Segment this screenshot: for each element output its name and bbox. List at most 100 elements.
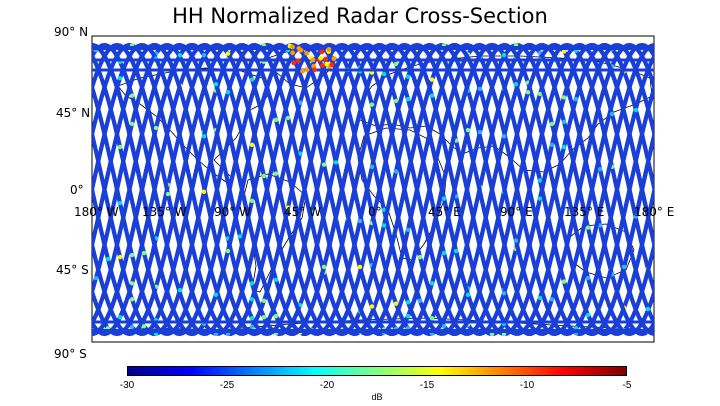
colorbar-tick: -15 [419,380,435,391]
backscatter-sample [225,51,231,56]
backscatter-sample [465,127,471,133]
backscatter-sample [105,256,111,262]
backscatter-sample [381,207,387,213]
backscatter-sample [273,171,279,176]
lon-label-180w: 180° W [74,205,119,219]
backscatter-sample [333,160,339,165]
coast-africa [357,127,447,261]
backscatter-sample [70,64,74,68]
backscatter-sample [177,52,183,58]
backscatter-sample [70,45,74,49]
colorbar-tick: -20 [319,380,335,391]
backscatter-sample [441,196,447,201]
backscatter-sample [525,90,531,95]
backscatter-sample [201,134,207,139]
backscatter-sample [320,63,325,68]
backscatter-sample [645,306,651,312]
backscatter-sample [290,44,295,50]
backscatter-sample [249,316,255,321]
backscatter-sample [537,91,543,97]
backscatter-sample [310,57,316,63]
backscatter-sample [237,234,243,239]
backscatter-sample [501,52,507,58]
backscatter-sample [285,115,291,121]
lon-label-45e: 45° E [428,205,461,219]
backscatter-sample [117,75,123,81]
backscatter-sample [213,292,219,298]
backscatter-sample [129,297,135,302]
backscatter-sample [331,56,337,62]
satellite-tracks [70,42,674,337]
ground-track [92,42,654,337]
backscatter-sample [129,93,135,98]
backscatter-sample [141,324,147,329]
backscatter-sample [369,164,375,170]
lat-label-90s: 90° S [54,347,87,361]
backscatter-sample [213,81,219,87]
backscatter-sample [429,93,435,98]
colorbar-tick: -25 [219,380,235,391]
lat-axis: 90° N 45° N 0° 45° S 90° S [54,25,90,361]
colorbar [127,366,627,376]
backscatter-sample [298,47,304,53]
backscatter-sample [670,304,674,308]
backscatter-sample [165,191,171,197]
backscatter-sample [70,311,74,315]
chart-title: HH Normalized Radar Cross-Section [172,4,548,28]
backscatter-sample [465,292,471,298]
backscatter-sample [321,264,327,270]
backscatter-sample [201,189,207,194]
backscatter-sample [261,315,267,320]
backscatter-sample [321,162,327,167]
backscatter-sample [585,225,591,230]
backscatter-sample [249,297,255,302]
backscatter-sample [201,52,207,58]
ground-track [92,42,654,337]
backscatter-sample [453,248,459,254]
backscatter-sample [129,121,135,127]
backscatter-sample [429,281,435,286]
backscatter-sample [329,62,335,68]
backscatter-sample [324,61,330,67]
backscatter-sample [429,316,435,321]
lat-label-0: 0° [70,183,84,197]
backscatter-sample [295,58,301,64]
backscatter-sample [561,279,567,284]
backscatter-sample [249,324,255,330]
ground-track [92,42,654,337]
backscatter-sample [369,304,375,309]
backscatter-sample [117,315,123,320]
lon-label-90e: 90° E [500,205,533,219]
backscatter-sample [405,96,411,102]
backscatter-sample [117,144,123,150]
backscatter-sample [141,250,147,256]
backscatter-sample [477,129,483,135]
backscatter-sample [633,107,639,113]
backscatter-sample [249,198,255,204]
backscatter-sample [93,275,99,281]
backscatter-sample [82,72,86,76]
backscatter-sample [319,49,325,55]
lat-label-45s: 45° S [56,263,89,277]
backscatter-sample [393,169,399,174]
backscatter-sample [658,309,662,313]
backscatter-sample [249,281,255,286]
backscatter-sample [441,250,447,256]
backscatter-sample [393,301,399,306]
backscatter-sample [369,102,375,107]
ground-track [92,42,654,337]
backscatter-sample [318,55,324,61]
backscatter-sample [117,200,123,206]
backscatter-sample [537,196,543,201]
backscatter-sample [70,221,74,225]
backscatter-sample [429,77,435,82]
lon-axis: 180° W 135° W 90° W 45° W 0° 45° E 90° E… [74,205,674,219]
backscatter-sample [537,178,543,183]
backscatter-sample [153,125,159,131]
backscatter-sample [326,46,332,52]
backscatter-sample [670,154,674,158]
backscatter-sample [117,254,123,260]
backscatter-sample [670,112,674,116]
lat-label-45n: 45° N [56,106,90,120]
